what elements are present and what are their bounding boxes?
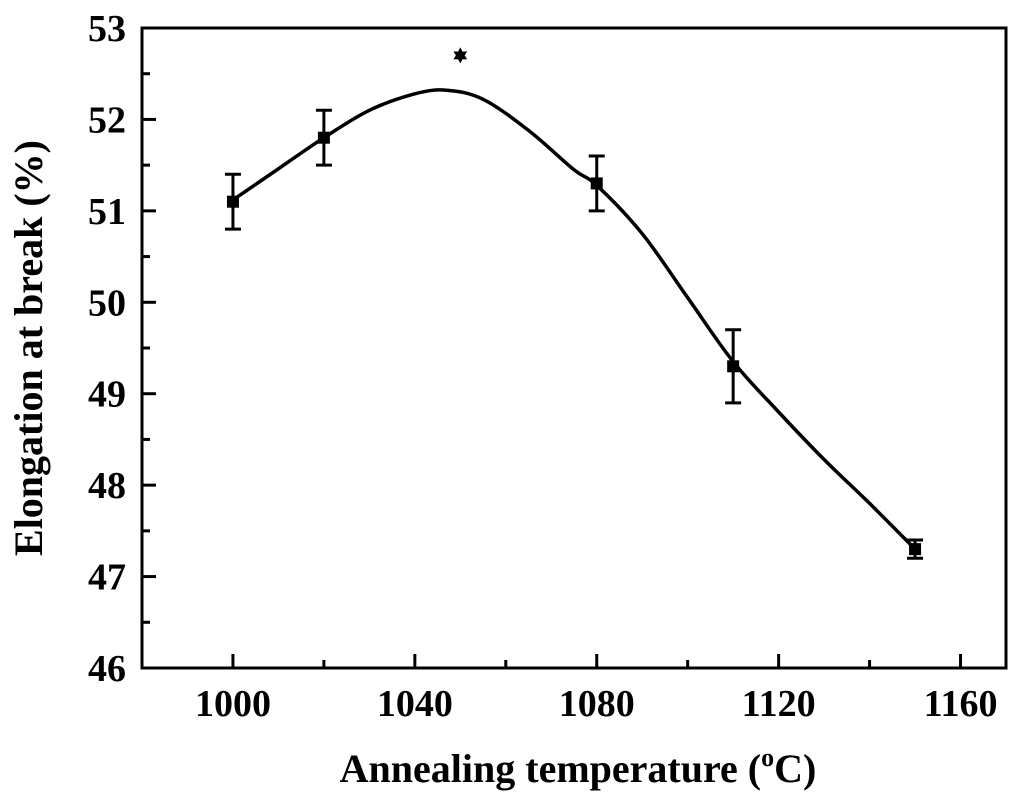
x-tick-label-1080: 1080 [559, 683, 635, 725]
y-tick-label-53: 53 [88, 8, 126, 50]
y-tick-label-46: 46 [88, 648, 126, 690]
y-tick-label-51: 51 [88, 191, 126, 233]
x-tick-label-1000: 1000 [195, 683, 271, 725]
fit-curve-layer [231, 88, 917, 551]
tick-labels-layer: 1000 1040 1080 1120 1160 46 47 48 49 50 51 52 53 [88, 8, 997, 725]
data-point-1020 [317, 131, 330, 144]
y-axis-title: Elongation at break (%) [6, 140, 51, 556]
plot-frame [140, 26, 1008, 670]
data-point-1150 [909, 543, 922, 556]
fit-curve [231, 88, 917, 551]
y-tick-label-49: 49 [88, 374, 126, 416]
x-axis-title-tail: C) [774, 746, 816, 791]
y-tick-label-50: 50 [88, 282, 126, 324]
data-point-1050 [453, 47, 468, 64]
y-tick-label-48: 48 [88, 465, 126, 507]
data-point-1080 [590, 177, 603, 190]
x-axis-title-sup: o [761, 743, 774, 772]
x-tick-label-1120: 1120 [742, 683, 816, 725]
x-axis-title: Annealing temperature (oC) [340, 743, 817, 791]
y-tick-label-47: 47 [88, 557, 126, 599]
x-tick-label-1040: 1040 [377, 683, 453, 725]
data-point-1000 [226, 195, 239, 208]
x-axis-title-main: Annealing temperature ( [340, 746, 761, 791]
data-points-layer [224, 47, 924, 560]
y-tick-label-52: 52 [88, 99, 126, 141]
ticks-layer [142, 26, 963, 670]
x-tick-label-1160: 1160 [924, 683, 998, 725]
data-point-1110 [727, 360, 740, 373]
